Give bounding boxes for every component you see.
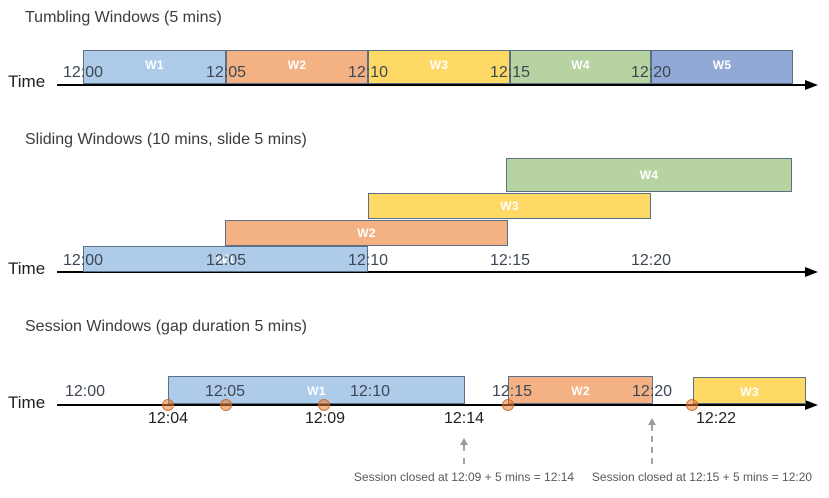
session-close-arrow-icon bbox=[459, 434, 469, 464]
tick-label: 12:10 bbox=[349, 383, 391, 400]
session-window-w1: W1 bbox=[168, 376, 465, 404]
tick-label: 12:10 bbox=[347, 252, 389, 269]
event-time-label: 12:09 bbox=[304, 410, 346, 427]
session-axis-line bbox=[57, 404, 807, 406]
event-dot bbox=[220, 399, 232, 411]
tumbling-axis-label: Time bbox=[8, 72, 46, 91]
sliding-window-w4: W4 bbox=[506, 158, 792, 192]
sliding-window-w3: W3 bbox=[368, 193, 651, 219]
window-label: W3 bbox=[429, 58, 449, 72]
sliding-axis-arrowhead-icon bbox=[805, 267, 818, 277]
event-dot bbox=[502, 399, 514, 411]
tumbling-window-w5: W5 bbox=[651, 50, 793, 84]
session-close-annotation: Session closed at 12:15 + 5 mins = 12:20 bbox=[591, 470, 813, 484]
tumbling-axis-arrowhead-icon bbox=[805, 80, 818, 90]
tick-label: 12:00 bbox=[62, 64, 104, 81]
tumbling-axis-line bbox=[57, 84, 807, 86]
sliding-axis-line bbox=[57, 271, 807, 273]
tick-label: 12:20 bbox=[631, 383, 673, 400]
sliding-window-w1: W1 bbox=[83, 246, 368, 272]
tick-label: 12:15 bbox=[489, 64, 531, 81]
window-label: W5 bbox=[712, 58, 732, 72]
session-close-annotation: Session closed at 12:09 + 5 mins = 12:14 bbox=[353, 470, 575, 484]
tick-label: 12:00 bbox=[64, 383, 106, 400]
session-title: Session Windows (gap duration 5 mins) bbox=[25, 318, 307, 335]
tumbling-window-w3: W3 bbox=[368, 50, 510, 84]
event-time-label: 12:04 bbox=[147, 410, 189, 427]
window-label: W1 bbox=[307, 384, 326, 398]
sliding-title: Sliding Windows (10 mins, slide 5 mins) bbox=[25, 131, 307, 148]
session-window-w3: W3 bbox=[693, 377, 806, 404]
tick-label: 12:05 bbox=[204, 383, 246, 400]
event-dot bbox=[162, 399, 174, 411]
tick-label: 12:20 bbox=[630, 252, 672, 269]
window-label: W4 bbox=[571, 58, 590, 72]
tumbling-title: Tumbling Windows (5 mins) bbox=[25, 9, 222, 26]
event-time-label: 12:22 bbox=[695, 410, 737, 427]
window-label: W1 bbox=[216, 252, 235, 266]
tick-label: 12:05 bbox=[205, 252, 247, 269]
tick-label: 12:15 bbox=[489, 252, 531, 269]
tick-label: 12:10 bbox=[347, 64, 389, 81]
window-label: W4 bbox=[639, 168, 659, 182]
window-label: W2 bbox=[287, 58, 307, 72]
tick-label: 12:00 bbox=[62, 252, 104, 269]
tumbling-window-w2: W2 bbox=[226, 50, 368, 84]
session-axis-label: Time bbox=[8, 393, 46, 412]
arrow-up-icon bbox=[648, 414, 656, 425]
event-dot bbox=[318, 399, 330, 411]
window-label: W2 bbox=[357, 226, 376, 240]
session-axis-arrowhead-icon bbox=[805, 400, 818, 410]
session-close-arrow-icon bbox=[647, 414, 657, 464]
event-time-label: 12:14 bbox=[443, 410, 485, 427]
tumbling-window-w1: W1 bbox=[83, 50, 226, 84]
window-label: W1 bbox=[145, 58, 164, 72]
arrow-up-icon bbox=[460, 434, 468, 445]
sliding-axis-label: Time bbox=[8, 259, 46, 278]
event-dot bbox=[686, 399, 698, 411]
tick-label: 12:05 bbox=[205, 64, 247, 81]
window-label: W2 bbox=[571, 384, 590, 398]
window-label: W3 bbox=[740, 385, 759, 399]
session-window-w2: W2 bbox=[508, 376, 653, 404]
window-label: W3 bbox=[500, 199, 519, 213]
sliding-window-w2: W2 bbox=[225, 220, 508, 246]
tick-label: 12:15 bbox=[491, 383, 533, 400]
tick-label: 12:20 bbox=[630, 64, 672, 81]
tumbling-window-w4: W4 bbox=[510, 50, 651, 84]
